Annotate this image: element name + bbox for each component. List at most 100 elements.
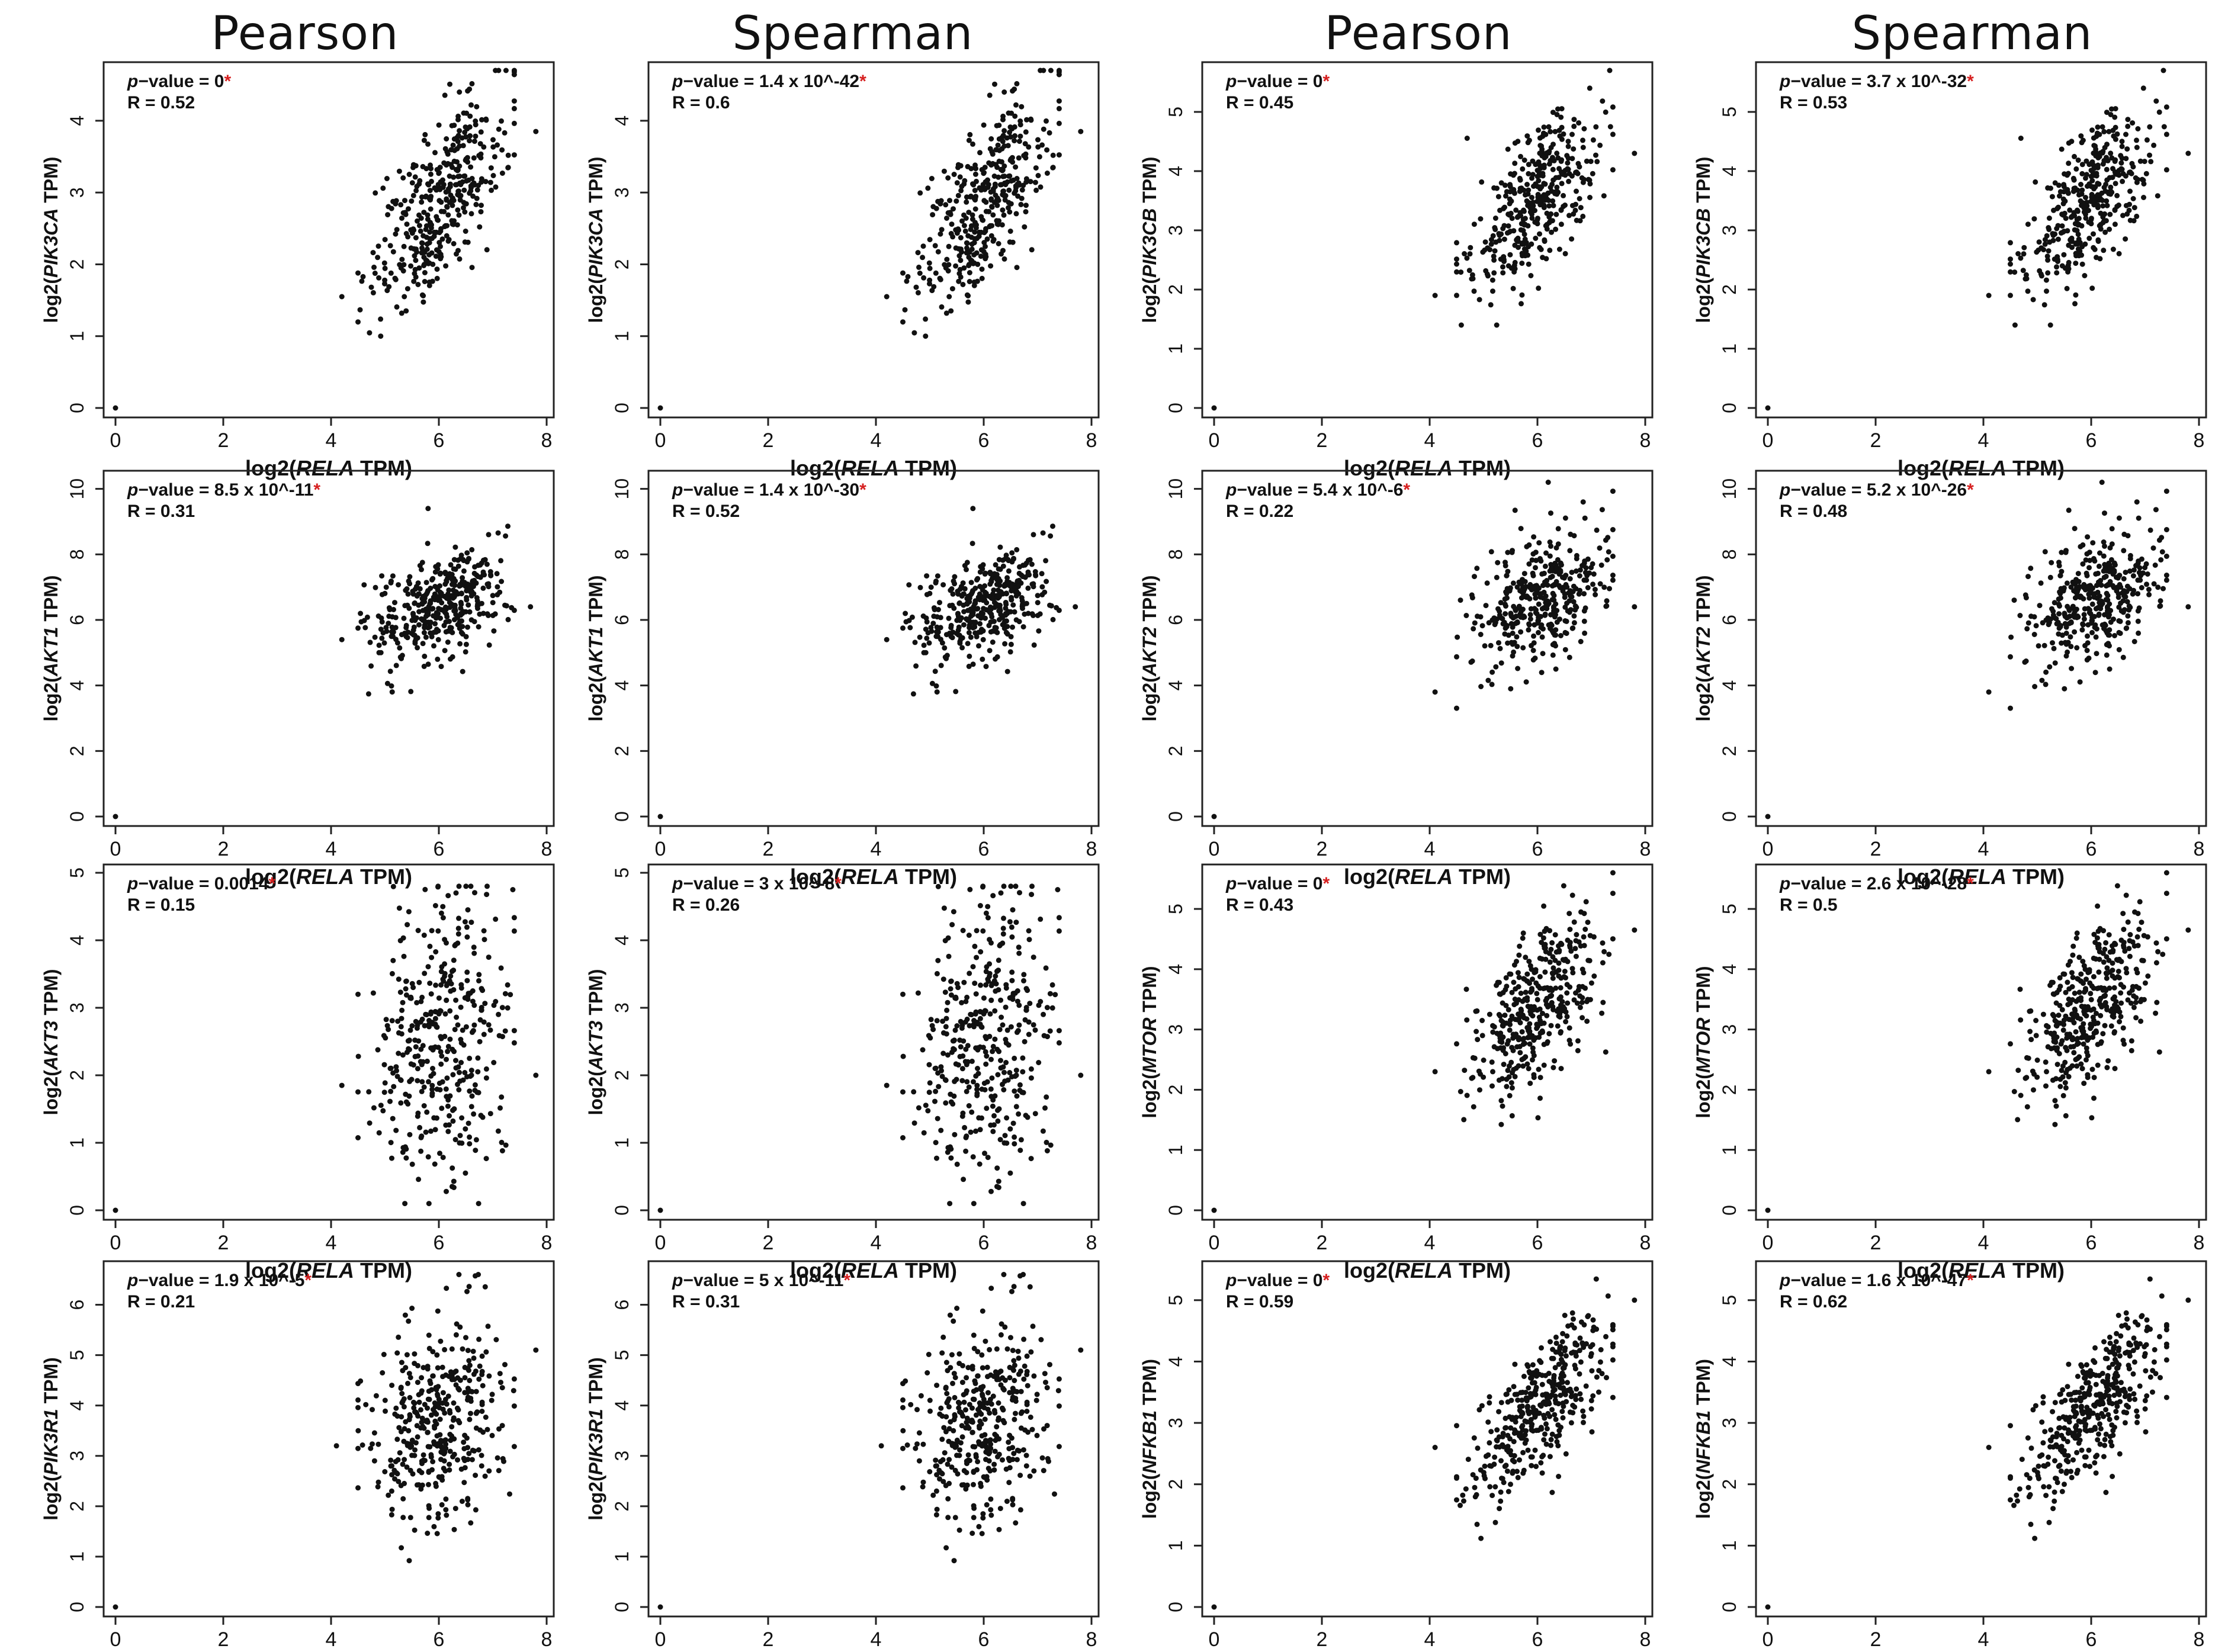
- scatter-point: [389, 683, 394, 689]
- scatter-point: [2072, 991, 2078, 996]
- scatter-point: [2144, 571, 2150, 577]
- r-value-label: R = 0.45: [1226, 93, 1293, 113]
- scatter-point: [1558, 221, 1564, 227]
- scatter-point: [429, 278, 435, 284]
- scatter-point: [1576, 120, 1582, 126]
- scatter-point: [1571, 919, 1577, 925]
- scatter-point: [435, 637, 441, 642]
- scatter-point: [2086, 565, 2092, 571]
- scatter-point: [462, 919, 468, 925]
- scatter-point: [443, 1086, 449, 1092]
- scatter-point: [2139, 556, 2144, 562]
- scatter-point: [1581, 911, 1587, 917]
- scatter-point: [2070, 603, 2076, 609]
- scatter-point: [2091, 231, 2096, 237]
- scatter-point: [467, 133, 473, 139]
- scatter-point: [1013, 920, 1019, 925]
- scatter-point: [1044, 1005, 1050, 1011]
- scatter-point: [1009, 969, 1015, 975]
- scatter-point: [1501, 223, 1507, 229]
- x-tick-label: 2: [218, 429, 229, 452]
- scatter-point: [900, 1053, 906, 1059]
- scatter-point: [926, 1062, 932, 1068]
- scatter-point: [487, 1027, 493, 1033]
- scatter-point: [1029, 883, 1035, 889]
- scatter-point: [1566, 178, 1572, 184]
- scatter-point: [1466, 268, 1472, 274]
- scatter-point: [444, 940, 449, 946]
- scatter-point: [1510, 641, 1516, 647]
- scatter-point: [381, 640, 387, 646]
- scatter-point: [969, 246, 975, 252]
- scatter-point: [1610, 131, 1616, 137]
- scatter-point: [428, 197, 433, 203]
- scatter-point: [357, 307, 363, 313]
- scatter-point: [2076, 216, 2082, 221]
- scatter-point: [1590, 137, 1596, 143]
- scatter-point: [2119, 143, 2125, 149]
- scatter-point: [1000, 1081, 1005, 1087]
- scatter-point: [921, 642, 927, 648]
- x-tick-label: 2: [763, 429, 774, 452]
- scatter-point: [1523, 192, 1528, 198]
- scatter-point: [469, 1029, 475, 1035]
- scatter-point: [987, 571, 993, 577]
- scatter-point: [1498, 660, 1504, 666]
- scatter-point: [429, 928, 435, 934]
- scatter-point: [402, 1201, 408, 1207]
- scatter-point: [1518, 1008, 1524, 1014]
- x-tick-label: 2: [763, 1232, 774, 1254]
- scatter-point: [961, 979, 967, 985]
- scatter-point: [2083, 195, 2088, 200]
- scatter-point: [960, 1053, 966, 1059]
- scatter-point: [451, 957, 457, 963]
- scatter-point: [451, 136, 457, 142]
- scatter-point: [1564, 153, 1570, 159]
- scatter-point: [2131, 567, 2137, 573]
- scatter-point: [429, 954, 435, 960]
- x-tick-label: 4: [871, 429, 882, 452]
- scatter-point: [502, 991, 508, 997]
- scatter-point: [1042, 1105, 1048, 1111]
- scatter-point: [1610, 936, 1616, 942]
- scatter-point: [414, 999, 420, 1005]
- scatter-point: [2021, 245, 2027, 250]
- x-tick-label: 4: [1978, 838, 1989, 860]
- scatter-point: [2046, 216, 2052, 221]
- scatter-point: [445, 1049, 451, 1055]
- y-tick-label: 8: [66, 549, 88, 560]
- scatter-point: [440, 184, 446, 190]
- scatter-point: [2159, 549, 2165, 555]
- scatter-point: [2031, 1087, 2036, 1093]
- x-tick-label: 6: [1532, 1232, 1543, 1254]
- scatter-point: [927, 237, 933, 243]
- scatter-point: [2073, 936, 2079, 941]
- scatter-point: [467, 1088, 473, 1094]
- y-tick-label: 6: [66, 1300, 88, 1310]
- scatter-point: [2081, 209, 2087, 215]
- scatter-point: [2138, 1018, 2144, 1024]
- scatter-point: [404, 635, 410, 641]
- plot-frame: [1755, 61, 2207, 419]
- scatter-point: [2158, 557, 2164, 563]
- scatter-point: [1527, 1081, 1533, 1087]
- scatter-point: [396, 905, 402, 911]
- outlier-point: [528, 604, 534, 610]
- scatter-point: [451, 968, 457, 973]
- scatter-point: [1001, 173, 1007, 179]
- scatter-point: [1464, 255, 1470, 261]
- scatter-point: [472, 890, 477, 896]
- scatter-point: [991, 1113, 997, 1119]
- scatter-point: [438, 256, 444, 262]
- scatter-point: [490, 173, 496, 178]
- scatter-point: [1536, 178, 1542, 184]
- scatter-point: [1019, 104, 1025, 110]
- scatter-point: [362, 625, 368, 631]
- scatter-point: [2139, 920, 2144, 925]
- scatter-point: [970, 625, 976, 631]
- scatter-point: [945, 268, 951, 274]
- scatter-point: [2078, 1016, 2083, 1022]
- scatter-point: [1520, 166, 1526, 172]
- scatter-point: [484, 561, 490, 567]
- scatter-point: [1518, 991, 1524, 996]
